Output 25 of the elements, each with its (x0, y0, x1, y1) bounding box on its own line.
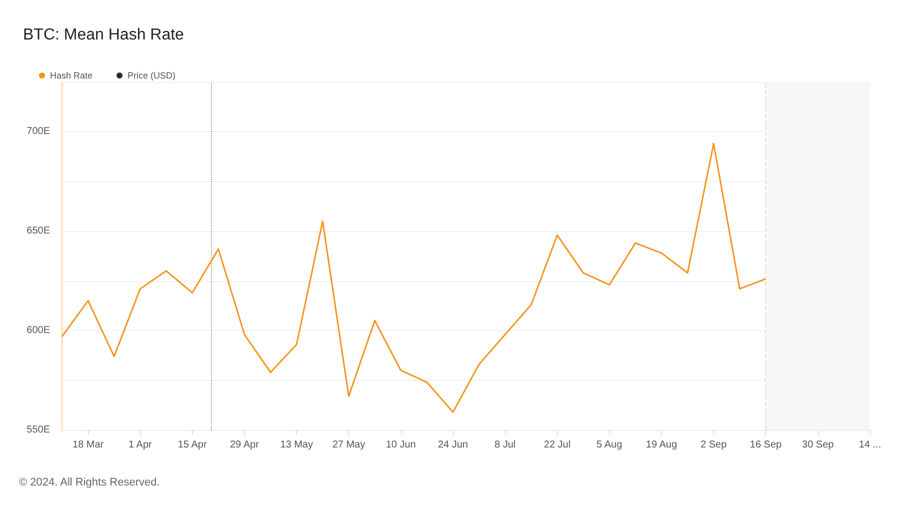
y-tick-label: 650E (26, 226, 50, 237)
x-tick-label: 1 Apr (128, 440, 153, 450)
x-tick-label: 30 Sep (802, 440, 834, 450)
x-tick-label: 24 Jun (438, 440, 468, 450)
x-tick-label: 15 Apr (178, 440, 208, 450)
x-tick-label: 5 Aug (596, 440, 622, 450)
y-tick-label: 600E (26, 325, 50, 336)
x-tick-label: 18 Mar (72, 440, 104, 450)
x-tick-label: 27 May (332, 440, 366, 450)
x-tick-label: 16 Sep (750, 440, 782, 450)
x-tick-label: 14 ... (858, 440, 882, 450)
x-tick-label: 22 Jul (544, 440, 571, 450)
line-series (61, 142, 766, 413)
legend-label: Hash Rate (50, 70, 93, 80)
chart-title: BTC: Mean Hash Rate (23, 26, 184, 44)
x-tick-label: 19 Aug (646, 440, 678, 450)
legend-label: Price (USD) (128, 70, 176, 80)
x-tick-label: 8 Jul (494, 440, 516, 450)
y-tick-label: 550E (26, 424, 50, 436)
text: © 2024. All Rights Reserved. (19, 476, 160, 488)
x-tick-label: 13 May (280, 440, 313, 450)
x-tick-label: 29 Apr (230, 440, 260, 450)
x-tick-label: 10 Jun (386, 440, 416, 450)
x-tick-label: 2 Sep (700, 440, 728, 450)
y-tick-label: 700E (26, 126, 50, 138)
